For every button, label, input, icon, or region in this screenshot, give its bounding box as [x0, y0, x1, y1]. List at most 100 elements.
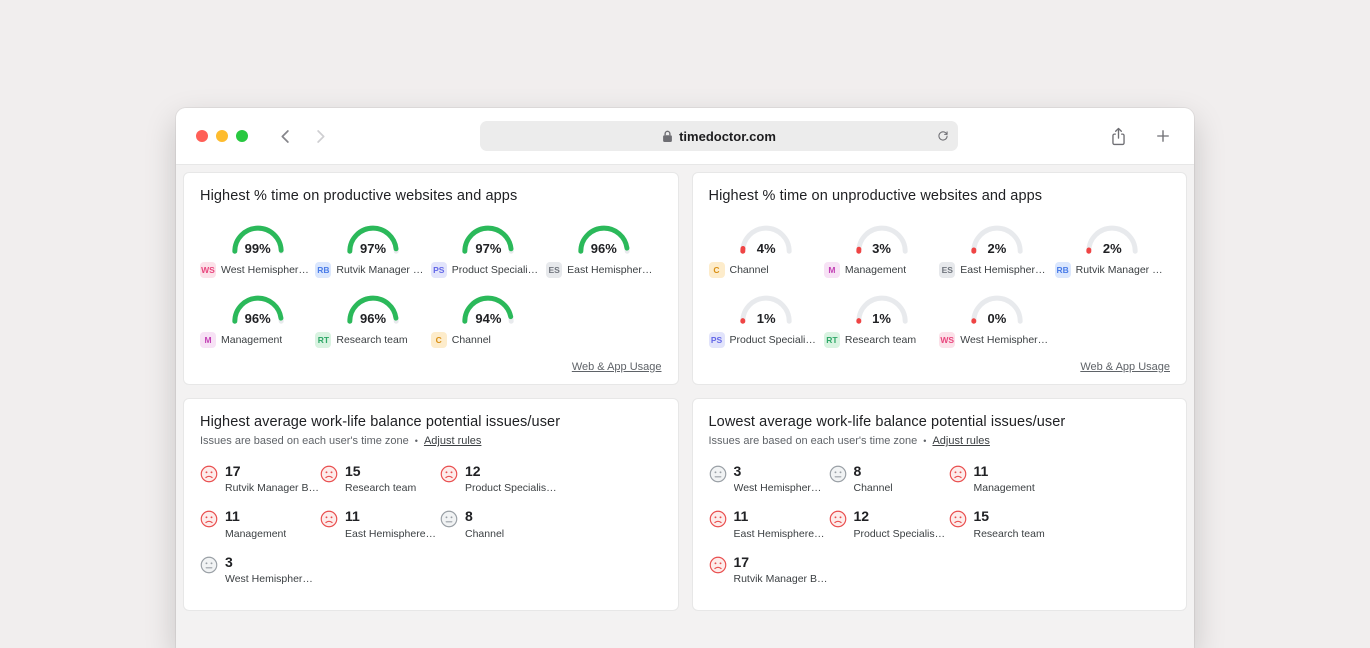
gauge-team: WS West Hemispher…	[200, 262, 309, 278]
sad-face-icon	[200, 465, 218, 483]
forward-button[interactable]	[311, 127, 330, 146]
share-button[interactable]	[1109, 126, 1128, 147]
card-title: Highest % time on productive websites an…	[200, 188, 518, 204]
team-name: Channel	[729, 264, 769, 276]
team-name: Channel	[451, 334, 491, 346]
bullet-separator: •	[414, 436, 418, 446]
subtitle-text: Issues are based on each user's time zon…	[708, 435, 918, 447]
card-lowest-worklife-issues: Lowest average work-life balance potenti…	[691, 398, 1187, 611]
team-name: Management	[844, 264, 907, 276]
gauge-arc	[462, 295, 515, 324]
issue-details: 15 Research team	[973, 508, 1045, 540]
neutral-face-icon	[200, 556, 218, 574]
gauge-grid: 4% C Channel 3% M Management 2% ES East Hemisphe…	[708, 221, 1171, 348]
issue-details: 11 East Hemisphere…	[733, 508, 825, 540]
issue-count: 15	[973, 508, 990, 525]
issue-count: 17	[225, 463, 241, 479]
issue-team-name: Rutvik Manager B…	[733, 573, 828, 586]
gauge-arc	[578, 225, 630, 254]
chevron-left-icon	[281, 129, 289, 143]
sad-face-icon	[320, 465, 338, 483]
sad-face-icon	[949, 465, 966, 483]
gauge-value: 96%	[244, 311, 271, 326]
gauge-value: 0%	[987, 311, 1007, 326]
issue-details: 3 West Hemispher…	[733, 463, 822, 495]
new-tab-button[interactable]	[1154, 127, 1172, 145]
issue-details: 8 Channel	[854, 463, 893, 494]
issue-details: 15 Research team	[345, 463, 416, 494]
issue-count: 11	[225, 508, 240, 525]
neutral-face-icon	[709, 465, 726, 483]
gauge-arc	[347, 295, 399, 324]
issue-details: 11 Management	[225, 508, 287, 540]
gauge-arc	[1086, 225, 1138, 254]
team-name: Rutvik Manager …	[1075, 264, 1163, 276]
issue-count: 11	[973, 463, 989, 479]
issue-team-name: Management	[225, 527, 287, 540]
card-title: Lowest average work-life balance potenti…	[708, 414, 1066, 430]
reload-button[interactable]	[936, 129, 950, 143]
gauge-item: 0% WS West Hemispher…	[939, 291, 1054, 348]
address-bar[interactable]: timedoctor.com	[480, 121, 958, 151]
browser-window: timedoctor.com	[176, 108, 1194, 648]
web-app-usage-link[interactable]: Web & App Usage	[571, 361, 662, 373]
gauge-value: 97%	[475, 241, 502, 256]
adjust-rules-link[interactable]: Adjust rules	[423, 435, 482, 447]
team-name: West Hemispher…	[221, 264, 309, 276]
nav-buttons	[276, 127, 330, 146]
lock-icon	[663, 130, 672, 142]
gauge-arc	[232, 295, 284, 324]
gauge-team: M Management	[823, 262, 907, 278]
back-button[interactable]	[276, 127, 295, 146]
team-badge: C	[708, 262, 725, 278]
card-subtitle: Issues are based on each user's time zon…	[200, 435, 662, 447]
reload-icon	[938, 131, 948, 141]
card-subtitle: Issues are based on each user's time zon…	[709, 435, 1171, 447]
issue-item: 11 East Hemisphere…	[709, 508, 829, 540]
gauge-team: M Management	[200, 332, 282, 348]
issue-details: 17 Rutvik Manager B…	[225, 463, 319, 494]
issue-item: 17 Rutvik Manager B…	[709, 554, 829, 586]
issue-team-name: Product Specialis…	[465, 482, 557, 495]
gauge-team: ES East Hemispher…	[939, 262, 1045, 278]
team-badge: C	[430, 332, 447, 348]
issue-details: 12 Product Specialis…	[465, 463, 557, 495]
minimize-window-button[interactable]	[216, 130, 228, 142]
gauge-arc	[971, 295, 1023, 324]
gauge-value: 97%	[360, 241, 387, 256]
issue-team-name: West Hemispher…	[733, 482, 822, 495]
gauge-value: 96%	[360, 311, 387, 326]
team-badge: RB	[315, 262, 332, 278]
neutral-face-icon	[440, 511, 458, 528]
team-name: West Hemispher…	[960, 334, 1049, 346]
issue-item: 15 Research team	[949, 508, 1069, 540]
issue-details: 8 Channel	[465, 508, 505, 540]
gauge-value: 3%	[872, 241, 891, 256]
traffic-lights	[196, 130, 248, 142]
web-app-usage-link[interactable]: Web & App Usage	[1080, 361, 1170, 373]
bullet-separator: •	[923, 436, 927, 446]
issue-team-name: Research team	[973, 527, 1045, 540]
gauge-arc	[971, 225, 1023, 254]
issue-item: 8 Channel	[829, 463, 949, 494]
close-window-button[interactable]	[196, 130, 208, 142]
issue-details: 3 West Hemispher…	[225, 553, 313, 585]
issue-item: 8 Channel	[440, 508, 560, 540]
gauge-item: 94% C Channel	[430, 291, 546, 348]
issue-team-name: Channel	[465, 527, 505, 540]
adjust-rules-link[interactable]: Adjust rules	[932, 435, 990, 447]
issue-team-name: East Hemisphere…	[733, 527, 825, 540]
team-badge: RB	[1054, 262, 1071, 278]
card-title: Highest average work-life balance potent…	[200, 414, 561, 430]
issue-team-name: Management	[973, 482, 1035, 495]
issue-item: 15 Research team	[320, 463, 440, 494]
gauge-value: 2%	[1102, 241, 1122, 256]
sad-face-icon	[320, 511, 338, 528]
zoom-window-button[interactable]	[236, 130, 248, 142]
gauge-team: PS Product Speciali…	[708, 332, 816, 348]
issue-details: 11 East Hemisphere…	[345, 508, 436, 539]
team-badge: PS	[708, 332, 725, 348]
issue-count: 3	[225, 553, 233, 570]
team-badge: ES	[546, 262, 563, 278]
gauge-item: 96% RT Research team	[315, 291, 430, 348]
